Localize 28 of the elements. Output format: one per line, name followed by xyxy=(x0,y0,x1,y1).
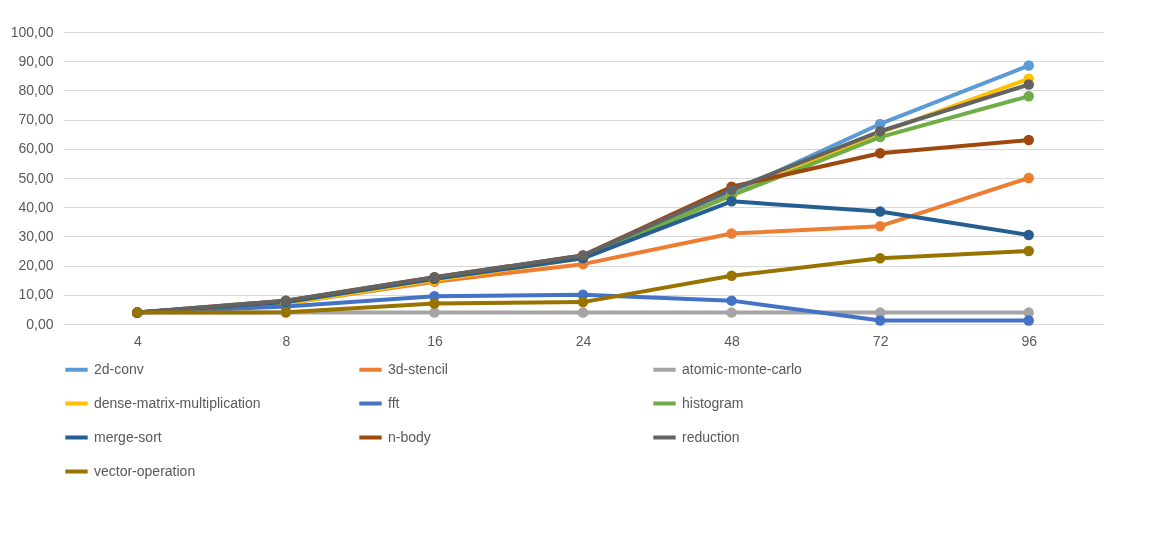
x-tick-label: 96 xyxy=(1021,332,1038,349)
x-tick-label: 72 xyxy=(872,332,889,349)
legend-label: merge-sort xyxy=(94,428,162,445)
legend-label: 3d-stencil xyxy=(388,360,448,377)
y-tick-label: 70,00 xyxy=(18,111,54,128)
x-tick-label: 24 xyxy=(575,332,592,349)
y-tick-label: 0,00 xyxy=(26,315,54,332)
legend-label: histogram xyxy=(682,394,744,411)
y-tick-label: 10,00 xyxy=(18,286,54,303)
y-tick-label: 60,00 xyxy=(18,140,54,157)
y-tick-label: 80,00 xyxy=(18,81,54,98)
legend-label: reduction xyxy=(682,428,740,445)
legend-label: n-body xyxy=(388,428,431,445)
y-tick-label: 30,00 xyxy=(18,227,54,244)
y-tick-label: 90,00 xyxy=(18,52,54,69)
legend-label: vector-operation xyxy=(94,462,196,479)
y-tick-label: 20,00 xyxy=(18,257,54,274)
legend-label: fft xyxy=(388,394,400,411)
legend-label: 2d-conv xyxy=(94,360,144,377)
x-tick-label: 8 xyxy=(282,332,291,349)
x-tick-label: 16 xyxy=(427,332,443,349)
legend-label: atomic-monte-carlo xyxy=(682,360,803,377)
x-tick-label: 4 xyxy=(133,332,142,349)
y-tick-label: 100,00 xyxy=(10,23,54,40)
y-tick-label: 40,00 xyxy=(18,198,54,215)
y-tick-label: 50,00 xyxy=(18,169,54,186)
x-tick-label: 48 xyxy=(724,332,741,349)
legend-label: dense-matrix-multiplication xyxy=(94,394,261,411)
